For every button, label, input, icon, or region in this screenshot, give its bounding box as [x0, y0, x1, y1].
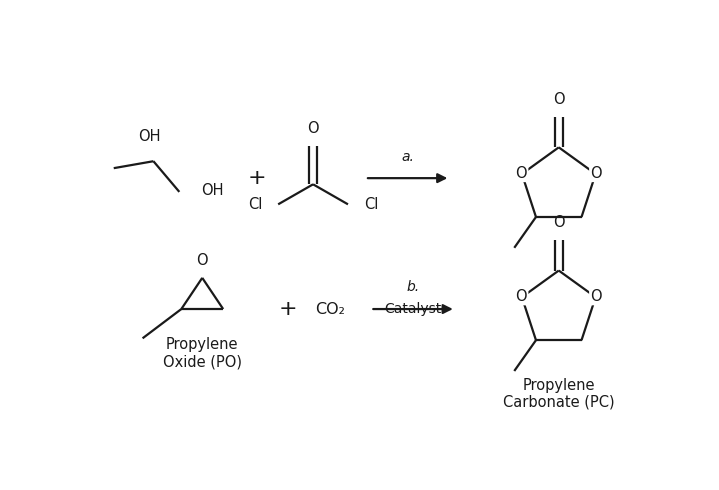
Text: Propylene
Carbonate (PC): Propylene Carbonate (PC) — [503, 378, 615, 410]
Text: CO₂: CO₂ — [315, 301, 345, 317]
Text: Catalyst: Catalyst — [385, 302, 441, 316]
Text: O: O — [307, 122, 319, 136]
Text: OH: OH — [138, 129, 161, 144]
Text: OH: OH — [201, 183, 223, 198]
Text: O: O — [516, 166, 527, 181]
Text: Cl: Cl — [248, 197, 262, 212]
Text: Cl: Cl — [364, 197, 378, 212]
Text: b.: b. — [406, 280, 420, 294]
Text: O: O — [553, 92, 564, 107]
Text: O: O — [196, 253, 208, 269]
Text: +: + — [278, 299, 297, 319]
Text: O: O — [516, 289, 527, 304]
Text: O: O — [590, 289, 603, 304]
Text: Propylene
Oxide (PO): Propylene Oxide (PO) — [162, 337, 242, 369]
Text: O: O — [590, 166, 603, 181]
Text: O: O — [553, 215, 564, 230]
Text: a.: a. — [401, 149, 414, 164]
Text: +: + — [247, 168, 266, 188]
